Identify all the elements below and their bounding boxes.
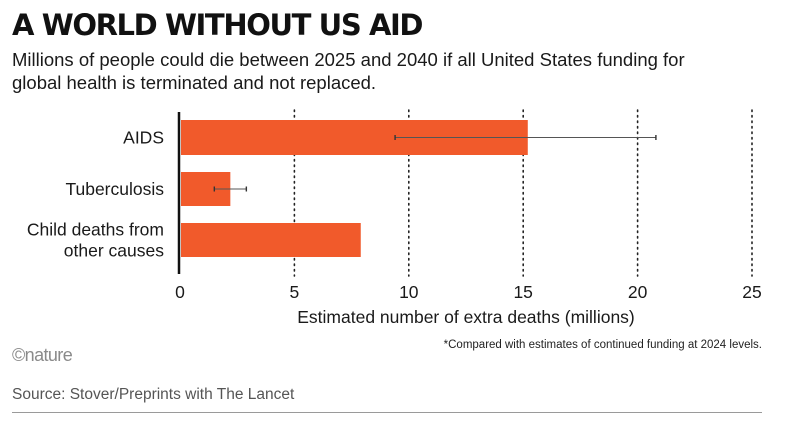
chart-title: A WORLD WITHOUT US AID [12, 8, 424, 42]
x-axis-label: Estimated number of extra deaths (millio… [297, 307, 635, 327]
category-label: Child deaths from [27, 220, 164, 240]
category-label: other causes [64, 241, 164, 261]
bar [181, 223, 361, 257]
x-tick-label: 25 [742, 282, 761, 302]
bottom-rule [12, 412, 762, 413]
x-tick-label: 0 [175, 282, 185, 302]
x-tick-label: 20 [628, 282, 648, 302]
x-tick-labels: 0 5 10 15 20 25 [175, 282, 762, 302]
category-label: Tuberculosis [65, 179, 164, 199]
x-tick-label: 5 [290, 282, 300, 302]
footnote: *Compared with estimates of continued fu… [443, 339, 762, 351]
x-tick-label: 15 [513, 282, 532, 302]
x-tick-label: 10 [399, 282, 419, 302]
source-line: Source: Stover/Preprints with The Lancet [12, 386, 295, 403]
error-bars [213, 135, 657, 192]
category-label: AIDS [123, 128, 164, 148]
chart-subtitle: Millions of people could die between 202… [12, 49, 685, 93]
nature-logo: ©nature [12, 345, 73, 365]
